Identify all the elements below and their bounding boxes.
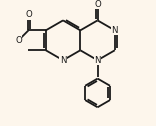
- Text: N: N: [94, 56, 101, 65]
- Text: O: O: [94, 0, 101, 9]
- Text: O: O: [15, 36, 22, 45]
- Text: O: O: [25, 10, 32, 19]
- Text: N: N: [60, 56, 66, 65]
- Text: N: N: [112, 26, 118, 35]
